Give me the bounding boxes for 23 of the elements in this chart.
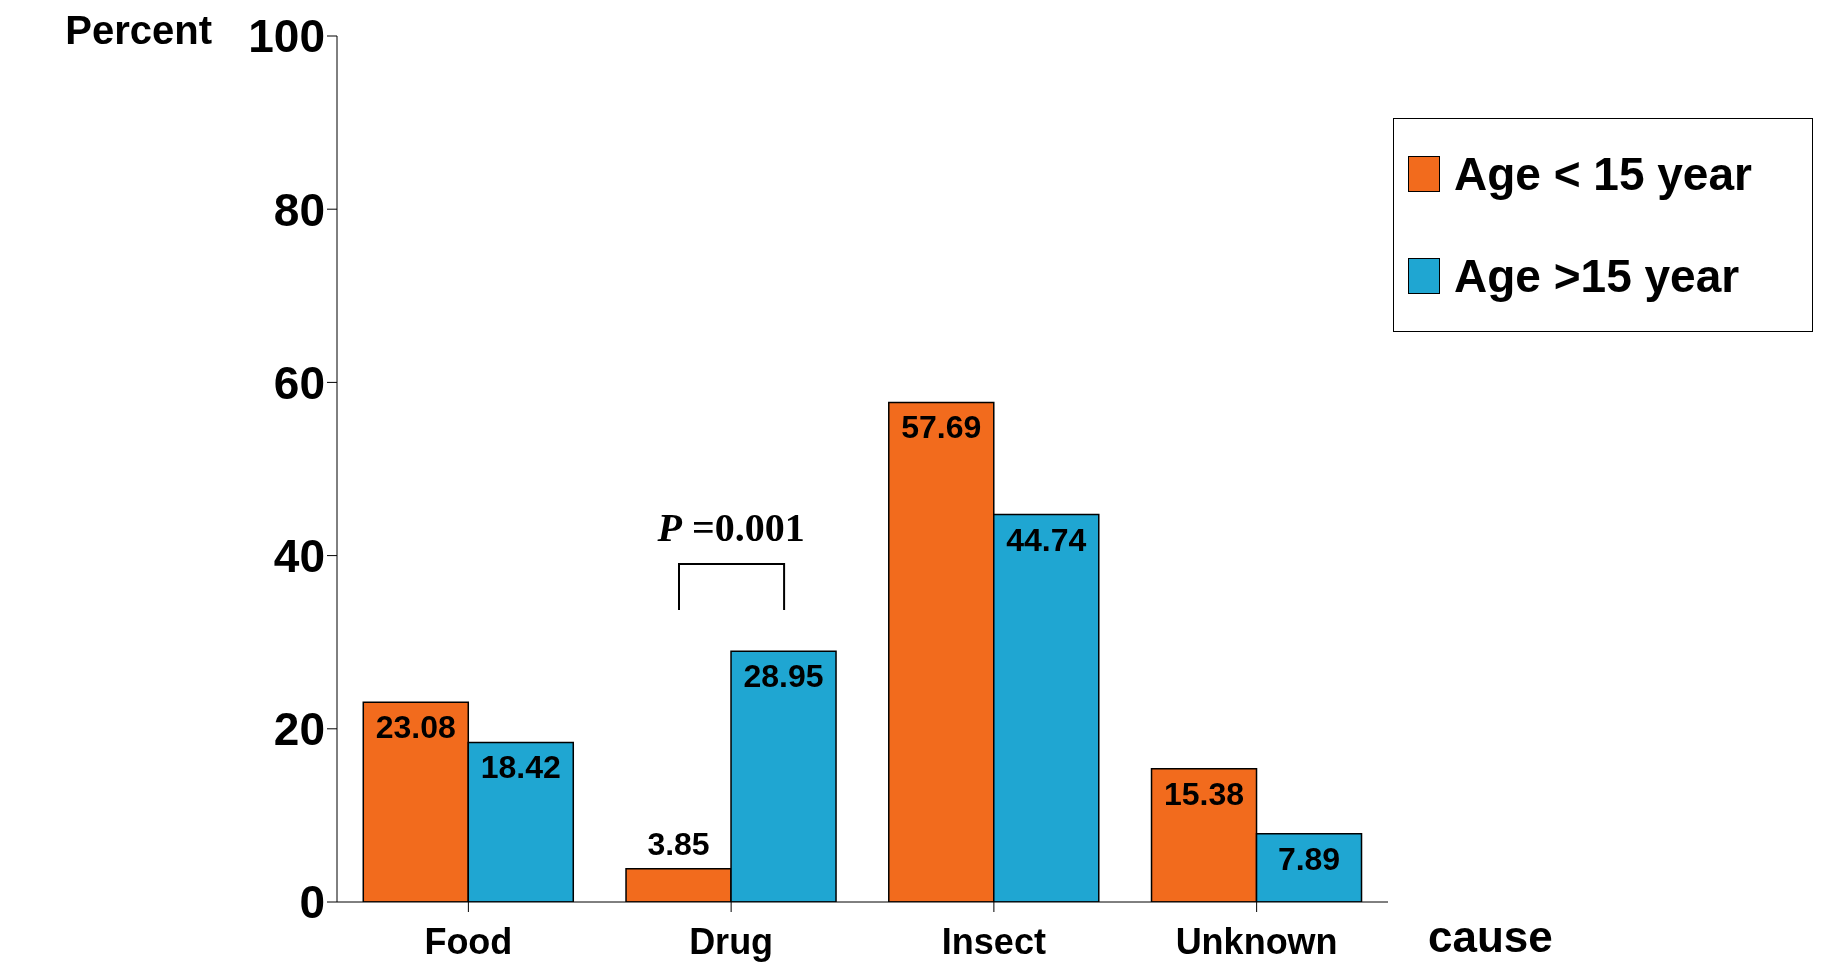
data-label: 3.85 (647, 825, 710, 862)
data-label: 7.89 (1277, 840, 1341, 877)
x-tick-label: Drug (689, 920, 774, 962)
x-axis-title: cause (1428, 912, 1553, 962)
annotation: P =0.001 (656, 504, 806, 552)
data-label: 44.74 (1006, 521, 1087, 558)
data-label: 23.08 (375, 709, 456, 746)
x-tick-label: Insect (941, 920, 1046, 962)
data-label: 18.42 (480, 749, 561, 786)
y-tick-label: 40 (273, 529, 325, 582)
legend-label: Age < 15 year (1454, 147, 1752, 201)
y-tick-label: 20 (273, 703, 325, 756)
data-label: 15.38 (1163, 775, 1245, 812)
y-axis-title: Percent (65, 8, 212, 53)
y-tick-label: 60 (273, 356, 325, 409)
x-tick-label: Unknown (1175, 920, 1338, 962)
data-label: 57.69 (901, 409, 982, 446)
y-tick-label: 100 (248, 10, 325, 63)
data-label: 28.95 (743, 658, 824, 695)
x-tick-label: Food (424, 920, 513, 962)
y-tick-label: 80 (273, 183, 325, 236)
legend-label: Age >15 year (1454, 249, 1740, 303)
y-tick-label: 0 (299, 876, 325, 929)
